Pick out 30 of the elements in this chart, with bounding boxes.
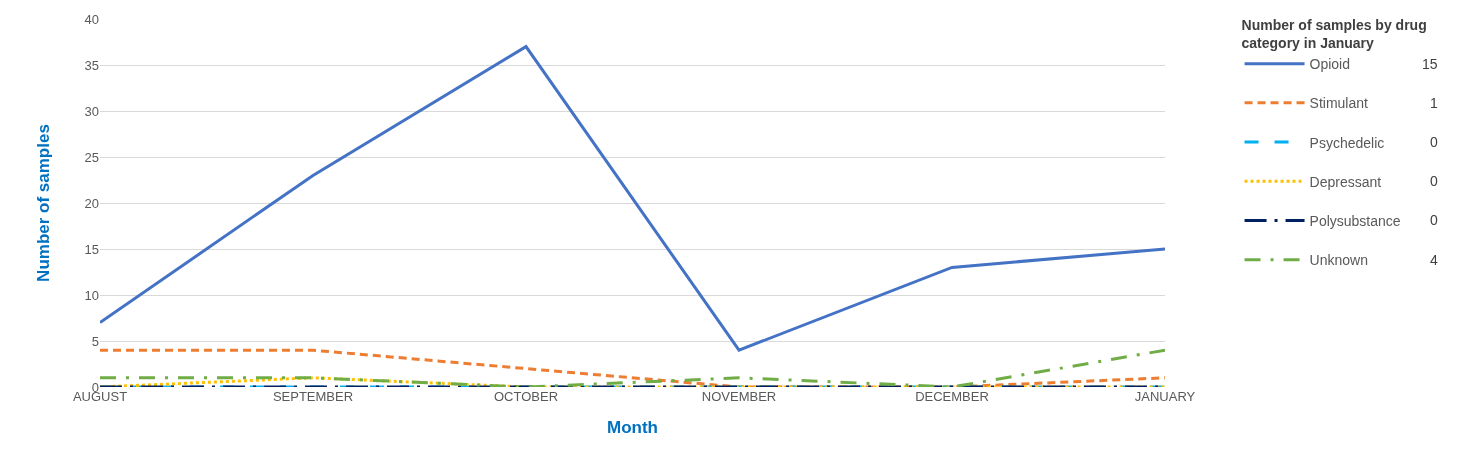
legend-label: Polysubstance: [1309, 212, 1401, 229]
y-tick-label: 40: [84, 11, 99, 27]
legend-title: Number of samples by drug category in January: [1241, 16, 1427, 52]
y-tick-label: 15: [84, 241, 99, 257]
text: 15: [1422, 56, 1438, 72]
x-tick-label: JANUARY: [1134, 389, 1196, 404]
y-tick-label: 20: [84, 195, 99, 211]
y-tick-label: 25: [84, 149, 99, 165]
legend-label: Psychedelic: [1309, 134, 1385, 151]
legend-label: Depressant: [1309, 173, 1382, 190]
x-tick-label: DECEMBER: [915, 389, 989, 404]
y-tick-label: 30: [84, 103, 99, 119]
y-tick-label: 5: [91, 333, 99, 349]
y-axis-title: Number of samples: [34, 124, 54, 282]
y-tick-label: 35: [84, 57, 99, 73]
y-tick-label: 10: [84, 287, 99, 303]
legend-label: Stimulant: [1309, 95, 1369, 112]
x-tick-label: NOVEMBER: [701, 389, 777, 404]
text: 4: [1430, 252, 1438, 268]
line-series: [100, 45, 1165, 352]
text: 1: [1430, 95, 1438, 111]
x-tick-label: SEPTEMBER: [272, 389, 354, 404]
line-series: [100, 348, 1165, 387]
text: 0: [1430, 212, 1438, 228]
x-tick-label: OCTOBER: [493, 389, 559, 404]
text: 0: [1430, 134, 1438, 150]
x-axis-title: Month: [607, 418, 658, 438]
text: 0: [1430, 173, 1438, 189]
legend-label: Unknown: [1309, 252, 1368, 269]
legend-label: Opioid: [1309, 56, 1351, 73]
